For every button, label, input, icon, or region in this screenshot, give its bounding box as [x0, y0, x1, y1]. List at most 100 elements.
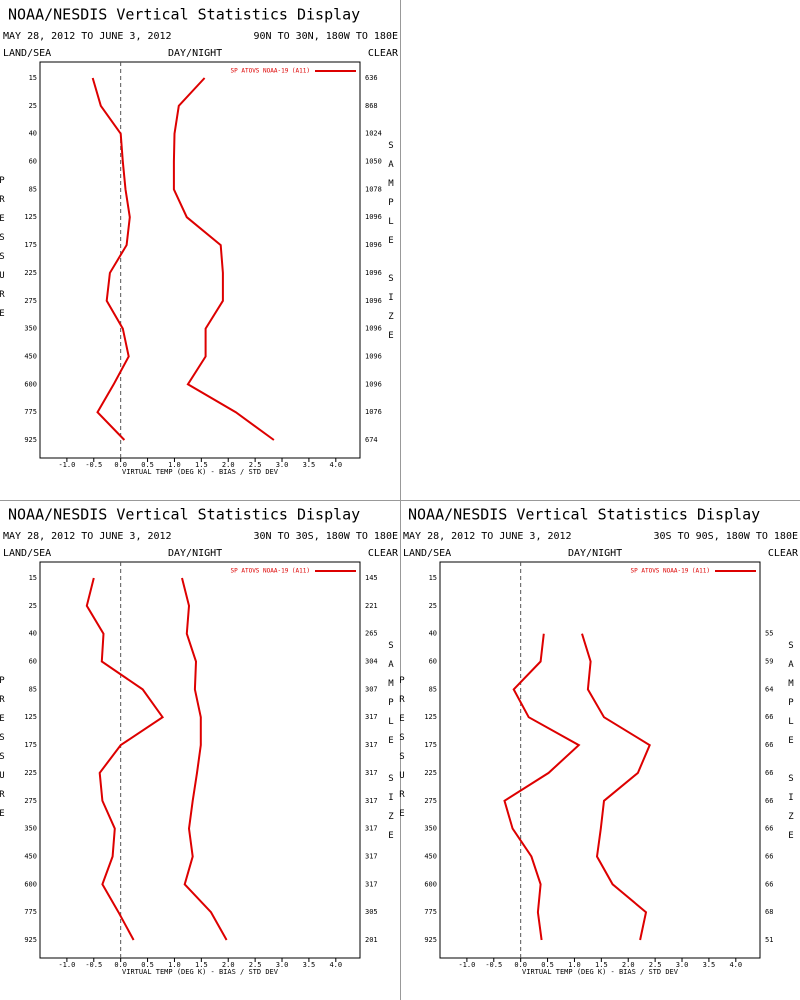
- x-tick-label: -1.0: [458, 961, 475, 969]
- pressure-label: 275: [24, 297, 37, 305]
- pressure-label: 350: [424, 825, 437, 833]
- x-tick-label: 2.0: [222, 961, 235, 969]
- x-tick-label: 0.5: [141, 461, 154, 469]
- pressure-label: 925: [24, 436, 37, 444]
- sample-size: 317: [365, 825, 378, 833]
- sample-size: 68: [765, 908, 773, 916]
- pressure-label: 450: [24, 852, 37, 860]
- sample-size: 66: [765, 713, 773, 721]
- panel: NOAA/NESDIS Vertical Statistics Display M…: [0, 506, 399, 977]
- plot-frame: [39, 561, 361, 959]
- clear-label: CLEAR: [768, 548, 799, 559]
- sample-size: 51: [765, 936, 773, 944]
- profile-line: [172, 77, 275, 441]
- x-tick-label: -0.5: [85, 961, 102, 969]
- x-tick-label: 0.0: [514, 961, 527, 969]
- legend-label: SP ATOVS NOAA-19 (A11): [231, 568, 310, 575]
- sample-size: 64: [765, 685, 773, 693]
- plot-frame: [439, 561, 761, 959]
- x-tick-label: 2.0: [222, 461, 235, 469]
- sample-size: 145: [365, 574, 378, 582]
- sample-size: 1024: [365, 130, 382, 138]
- x-tick-label: -0.5: [85, 461, 102, 469]
- panel-title: NOAA/NESDIS Vertical Statistics Display: [408, 506, 760, 524]
- x-tick-label: 0.0: [114, 461, 127, 469]
- pressure-label: 40: [29, 130, 37, 138]
- pressure-label: 600: [24, 880, 37, 888]
- legend-label: SP ATOVS NOAA-19 (A11): [231, 68, 310, 75]
- legend-label: SP ATOVS NOAA-19 (A11): [631, 568, 710, 575]
- sample-size: 1096: [365, 241, 382, 249]
- pressure-label: 775: [424, 908, 437, 916]
- pressure-label: 175: [24, 741, 37, 749]
- pressure-label: 600: [424, 880, 437, 888]
- sample-size: 317: [365, 769, 378, 777]
- pressure-label: 15: [429, 574, 437, 582]
- sample-size: 55: [765, 630, 773, 638]
- pressure-label: 350: [24, 825, 37, 833]
- day-night-label: DAY/NIGHT: [568, 548, 622, 559]
- pressure-label: 775: [24, 408, 37, 416]
- y2-axis-label: SAMPLE SIZE: [386, 641, 396, 850]
- x-tick-label: 0.5: [541, 961, 554, 969]
- clear-label: CLEAR: [368, 48, 399, 59]
- x-tick-label: 3.0: [276, 961, 289, 969]
- panel: NOAA/NESDIS Vertical Statistics Display M…: [0, 6, 399, 477]
- sample-size: 636: [365, 74, 378, 82]
- x-tick-label: 1.0: [568, 961, 581, 969]
- pressure-label: 85: [29, 685, 37, 693]
- sample-size: 66: [765, 769, 773, 777]
- x-tick-label: 1.5: [195, 961, 208, 969]
- pressure-label: 85: [29, 185, 37, 193]
- pressure-label: 450: [24, 352, 37, 360]
- profile-line: [581, 633, 651, 941]
- pressure-label: 125: [424, 713, 437, 721]
- x-tick-label: 1.0: [168, 461, 181, 469]
- sample-size: 1096: [365, 380, 382, 388]
- pressure-label: 275: [24, 797, 37, 805]
- pressure-label: 275: [424, 797, 437, 805]
- profile-line: [181, 577, 228, 941]
- pressure-label: 225: [424, 769, 437, 777]
- sample-size: 66: [765, 825, 773, 833]
- x-axis-label: VIRTUAL TEMP (DEG K) - BIAS / STD DEV: [122, 968, 279, 976]
- land-sea-label: LAND/SEA: [403, 548, 451, 559]
- sample-size: 201: [365, 936, 378, 944]
- panel-title: NOAA/NESDIS Vertical Statistics Display: [8, 506, 360, 524]
- region: 30N TO 30S, 180W TO 180E: [254, 531, 399, 542]
- pressure-label: 175: [424, 741, 437, 749]
- sample-size: 317: [365, 741, 378, 749]
- y-axis-label: PRESSURE: [0, 176, 7, 328]
- x-tick-label: 2.5: [249, 461, 262, 469]
- sample-size: 221: [365, 602, 378, 610]
- sample-size: 66: [765, 880, 773, 888]
- pressure-label: 25: [29, 102, 37, 110]
- pressure-label: 15: [29, 74, 37, 82]
- sample-size: 265: [365, 630, 378, 638]
- sample-size: 1078: [365, 185, 382, 193]
- land-sea-label: LAND/SEA: [3, 48, 51, 59]
- y-axis-label: PRESSURE: [397, 676, 407, 828]
- sample-size: 317: [365, 880, 378, 888]
- pressure-label: 60: [429, 658, 437, 666]
- pressure-label: 225: [24, 269, 37, 277]
- sample-size: 1096: [365, 325, 382, 333]
- date-range: MAY 28, 2012 TO JUNE 3, 2012: [3, 31, 172, 42]
- sample-size: 1096: [365, 352, 382, 360]
- plot-frame: [39, 61, 361, 459]
- pressure-label: 175: [24, 241, 37, 249]
- region: 90N TO 30N, 180W TO 180E: [254, 31, 399, 42]
- pressure-label: 925: [24, 936, 37, 944]
- pressure-label: 40: [29, 630, 37, 638]
- day-night-label: DAY/NIGHT: [168, 548, 222, 559]
- profile-line: [503, 633, 581, 941]
- sample-size: 307: [365, 685, 378, 693]
- land-sea-label: LAND/SEA: [3, 548, 51, 559]
- pressure-label: 450: [424, 852, 437, 860]
- x-tick-label: 3.0: [676, 961, 689, 969]
- pressure-label: 60: [29, 658, 37, 666]
- pressure-label: 15: [29, 574, 37, 582]
- date-range: MAY 28, 2012 TO JUNE 3, 2012: [3, 531, 172, 542]
